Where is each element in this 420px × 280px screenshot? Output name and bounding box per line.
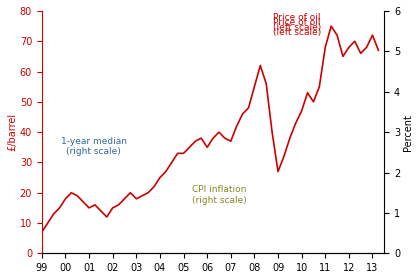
- Y-axis label: Percent: Percent: [403, 114, 413, 151]
- Text: 5-year
median
(right scale): 5-year median (right scale): [0, 279, 1, 280]
- Text: CPI inflation
(right scale): CPI inflation (right scale): [192, 185, 247, 205]
- Y-axis label: £/barrel: £/barrel: [7, 113, 17, 151]
- Text: 1-year median
(right scale): 1-year median (right scale): [61, 137, 127, 156]
- Text: Price of oil
(left scale): Price of oil (left scale): [273, 13, 321, 32]
- Text: Price of oil
(left scale): Price of oil (left scale): [273, 18, 321, 37]
